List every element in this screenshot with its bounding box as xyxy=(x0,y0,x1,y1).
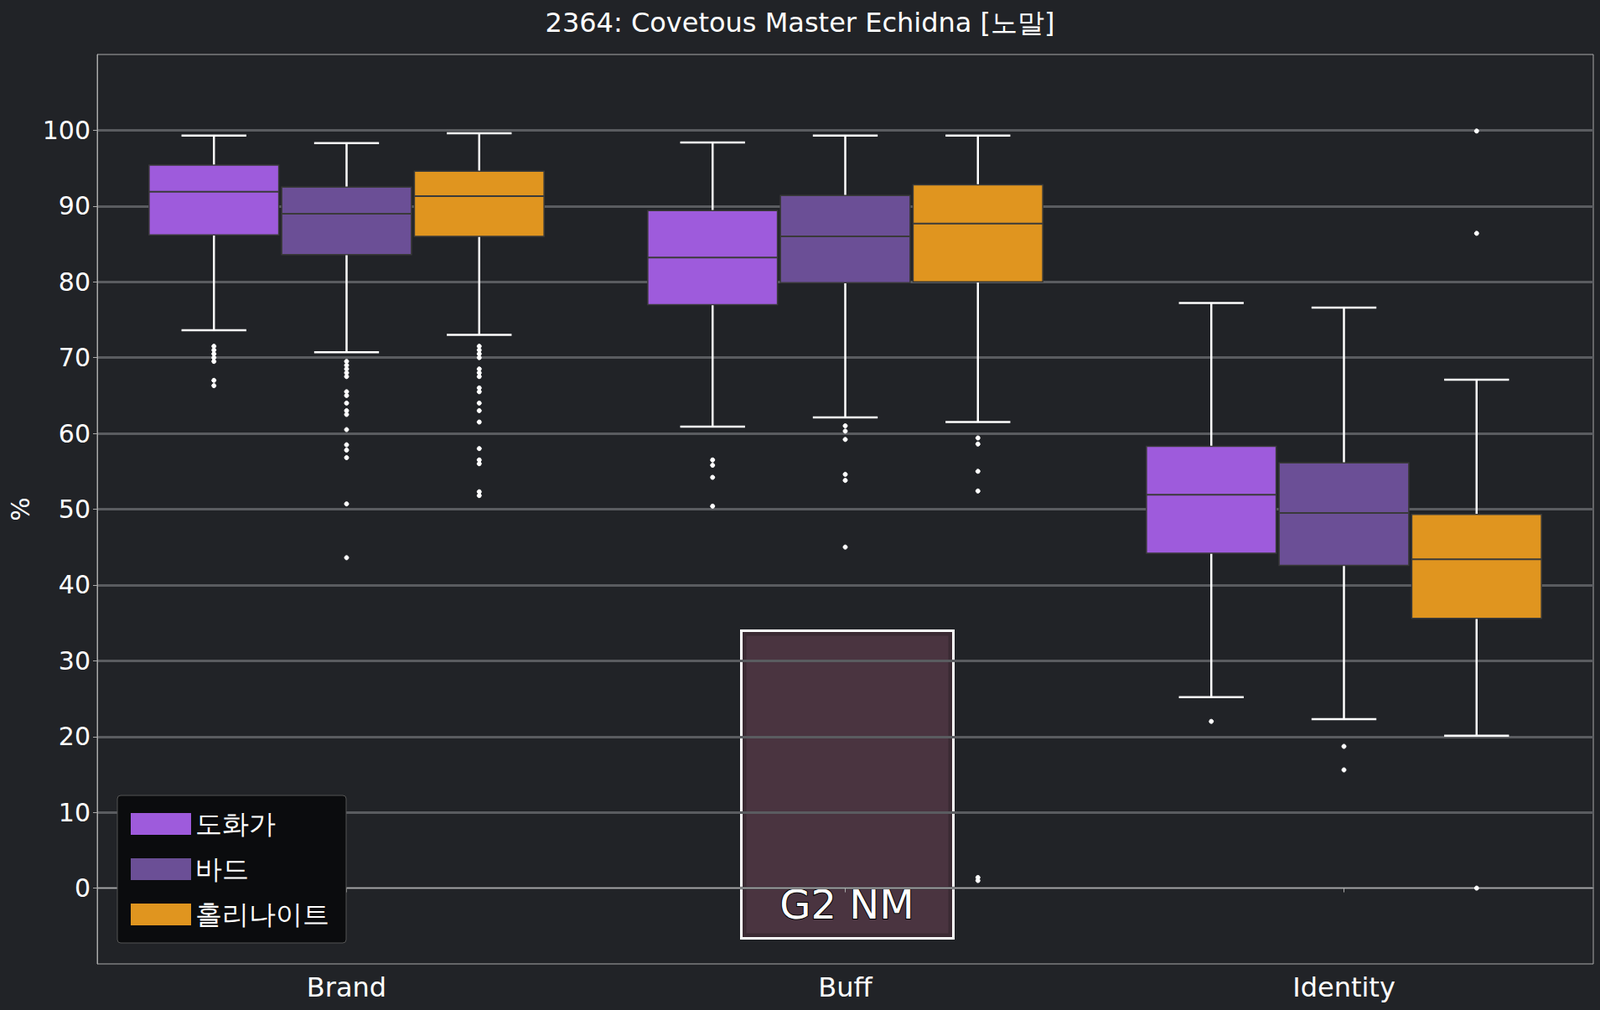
svg-text:90: 90 xyxy=(58,191,91,221)
svg-text:20: 20 xyxy=(58,721,91,751)
svg-text:Identity: Identity xyxy=(1292,971,1396,1004)
svg-text:G2 NM: G2 NM xyxy=(779,880,915,928)
svg-text:30: 30 xyxy=(58,646,91,676)
svg-text:80: 80 xyxy=(58,267,91,297)
svg-text:Buff: Buff xyxy=(818,971,873,1004)
svg-text:%: % xyxy=(5,497,36,522)
svg-text:70: 70 xyxy=(58,342,91,373)
svg-text:0: 0 xyxy=(74,873,91,903)
svg-text:2364: Covetous Master Echidna: 2364: Covetous Master Echidna [노말] xyxy=(545,6,1056,39)
svg-text:40: 40 xyxy=(58,569,91,600)
svg-text:10: 10 xyxy=(58,797,91,828)
svg-text:100: 100 xyxy=(42,115,91,145)
svg-text:50: 50 xyxy=(58,494,91,524)
svg-text:홀리나이트: 홀리나이트 xyxy=(195,898,330,931)
svg-text:바드: 바드 xyxy=(195,853,249,886)
svg-text:Brand: Brand xyxy=(306,971,387,1004)
svg-text:도화가: 도화가 xyxy=(195,807,276,840)
svg-text:60: 60 xyxy=(58,419,91,449)
